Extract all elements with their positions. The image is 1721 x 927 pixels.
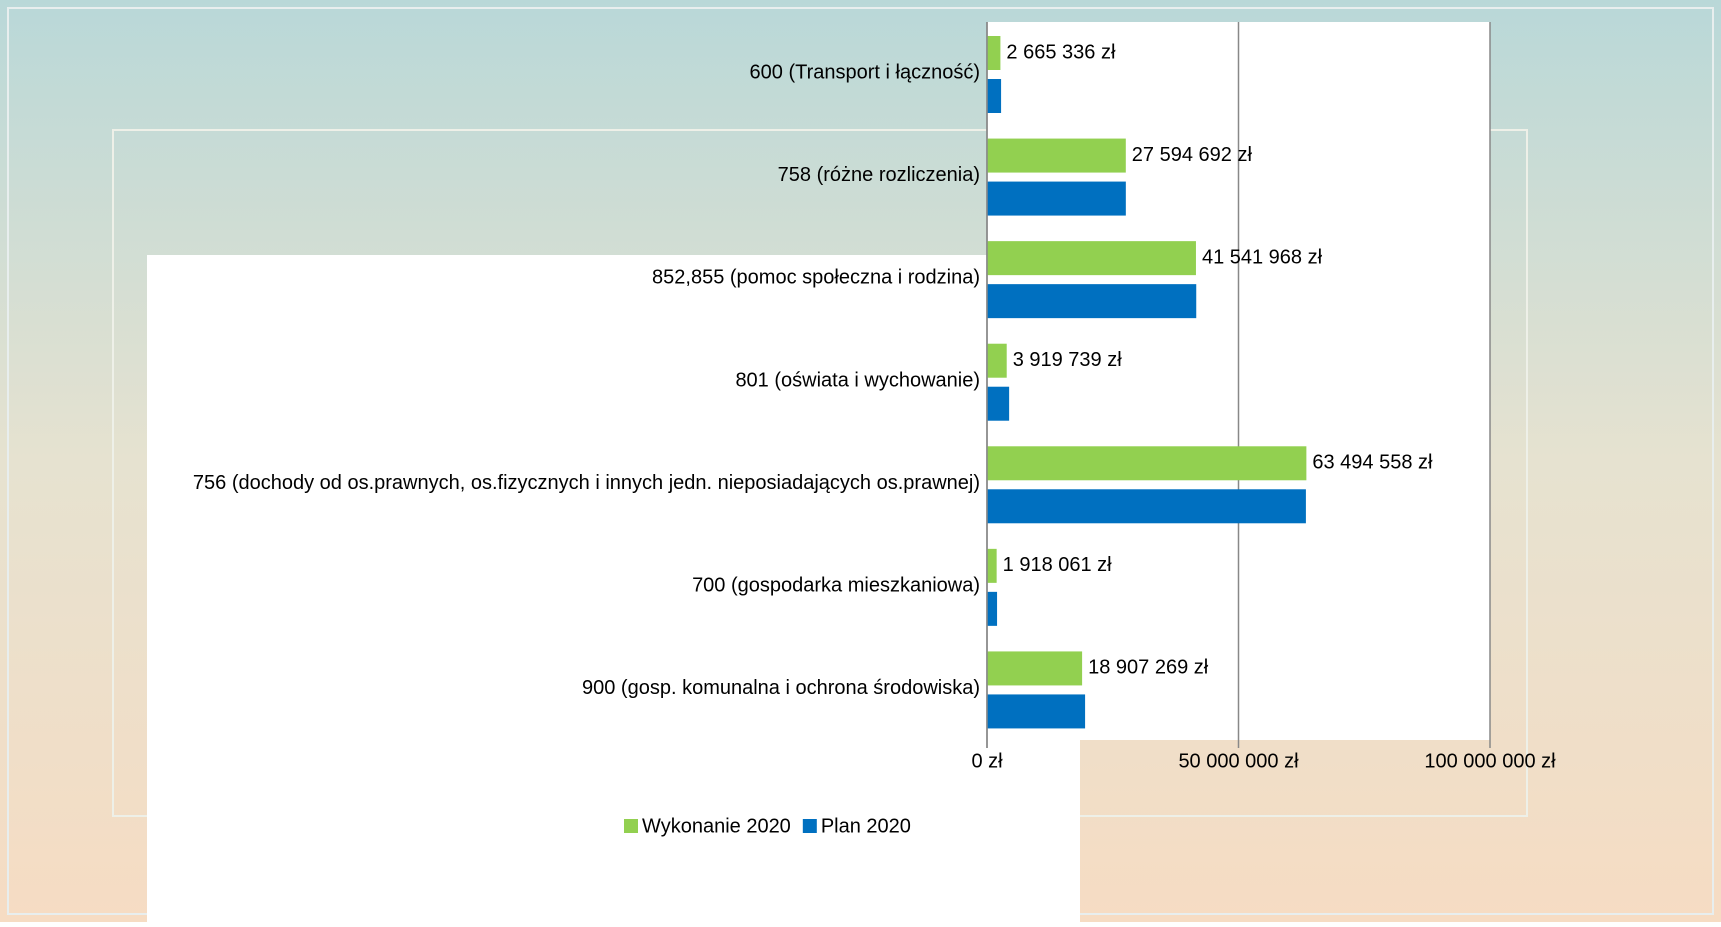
y-tick-label: 600 (Transport i łączność) <box>750 62 980 84</box>
x-tick-label: 50 000 000 zł <box>1178 750 1299 772</box>
bar <box>987 446 1307 481</box>
bar <box>987 241 1196 276</box>
bar <box>987 36 1001 70</box>
data-label: 3 919 739 zł <box>1013 349 1123 371</box>
data-label: 1 918 061 zł <box>1003 554 1113 576</box>
y-tick-label: 900 (gosp. komunalna i ochrona środowisk… <box>582 677 980 699</box>
legend-label: Wykonanie 2020 <box>642 815 791 837</box>
panel <box>147 255 1080 922</box>
bar <box>987 79 1002 113</box>
bar <box>987 138 1126 173</box>
x-tick-label: 0 zł <box>971 750 1003 772</box>
data-label: 63 494 558 zł <box>1312 452 1433 474</box>
bar <box>987 591 998 626</box>
legend-swatch <box>802 819 817 833</box>
data-label: 27 594 692 zł <box>1132 144 1253 166</box>
bar <box>987 694 1086 729</box>
data-label: 2 665 336 zł <box>1006 41 1116 63</box>
legend-label: Plan 2020 <box>821 815 911 837</box>
y-tick-label: 700 (gospodarka mieszkaniowa) <box>692 574 980 596</box>
y-tick-label: 801 (oświata i wychowanie) <box>735 369 980 391</box>
bar <box>987 284 1197 319</box>
bar <box>987 489 1306 524</box>
bar <box>987 181 1126 216</box>
x-tick-label: 100 000 000 zł <box>1424 750 1556 772</box>
y-tick-label: 756 (dochody od os.prawnych, os.fizyczny… <box>193 472 980 494</box>
data-label: 18 907 269 zł <box>1088 657 1209 679</box>
legend-swatch <box>624 819 638 833</box>
bar <box>987 651 1083 686</box>
data-label: 41 541 968 zł <box>1202 246 1323 268</box>
bar <box>987 548 997 583</box>
y-tick-label: 852,855 (pomoc społeczna i rodzina) <box>652 267 980 289</box>
y-tick-label: 758 (różne rozliczenia) <box>778 164 980 186</box>
bar <box>987 343 1007 378</box>
bar <box>987 386 1010 421</box>
